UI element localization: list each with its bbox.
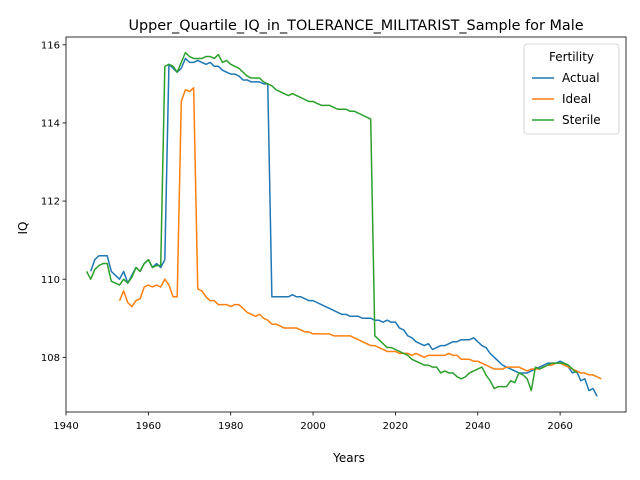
legend: Fertility Actual Ideal Sterile: [523, 43, 620, 135]
legend-title: Fertility: [549, 50, 594, 64]
legend-label-actual: Actual: [562, 71, 600, 85]
y-axis: 108 110 112 114 116: [41, 40, 66, 364]
x-tick-label: 1980: [218, 421, 243, 432]
x-tick-label: 2000: [300, 421, 325, 432]
y-tick-label: 110: [41, 275, 60, 286]
y-tick-label: 116: [41, 40, 60, 51]
x-tick-label: 2060: [547, 421, 572, 432]
y-tick-label: 112: [41, 197, 60, 208]
legend-frame: [523, 43, 620, 135]
y-axis-label: IQ: [16, 222, 30, 235]
legend-label-ideal: Ideal: [562, 92, 591, 106]
series-line-ideal: [118, 87, 602, 380]
chart-title: Upper_Quartile_IQ_in_TOLERANCE_MILITARIS…: [128, 18, 583, 34]
y-tick-label: 114: [41, 119, 60, 130]
x-tick-label: 1940: [53, 421, 78, 432]
x-tick-label: 2020: [383, 421, 408, 432]
legend-label-sterile: Sterile: [562, 113, 601, 127]
series-line-sterile: [85, 51, 578, 392]
plot-area: [65, 36, 627, 413]
x-tick-label: 2040: [465, 421, 490, 432]
x-tick-label: 1960: [136, 421, 161, 432]
x-axis-label: Years: [332, 451, 365, 465]
x-axis: 1940 1960 1980 2000 2020 2040 2060: [53, 412, 573, 432]
y-tick-label: 108: [41, 353, 60, 364]
plot-frame: [65, 36, 627, 413]
